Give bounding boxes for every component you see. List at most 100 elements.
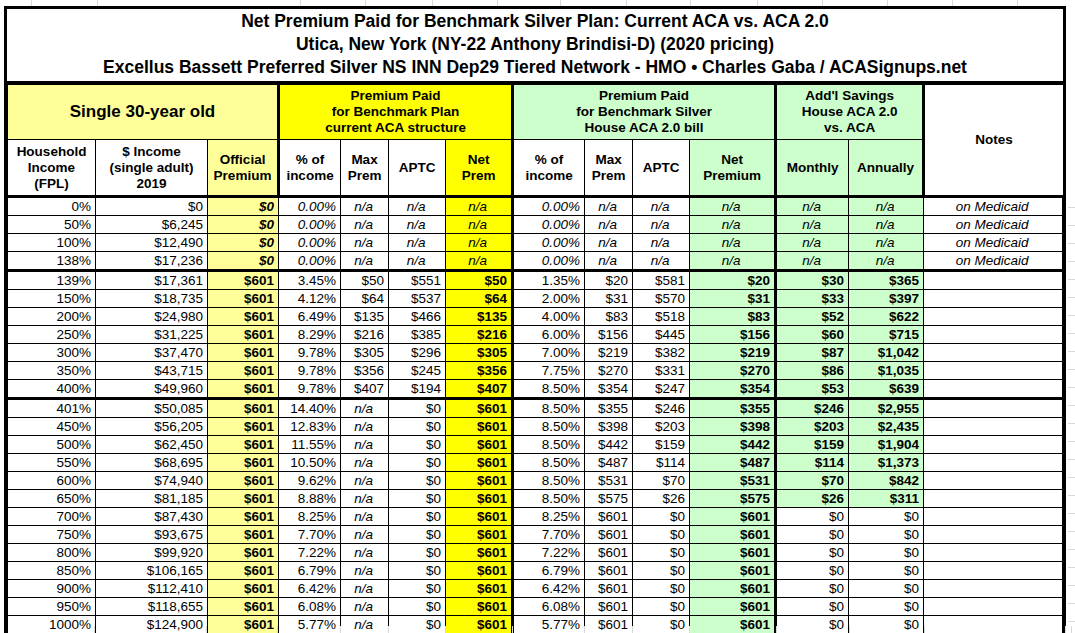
cell-savings-monthly[interactable]: $0 — [776, 508, 849, 526]
cell-aca2-net-premium[interactable]: $601 — [690, 526, 776, 544]
cell-official-premium[interactable]: $601 — [208, 271, 279, 290]
cell-aca2-aptc[interactable]: $0 — [633, 616, 690, 633]
cell-aca-net-prem[interactable]: $64 — [446, 290, 513, 308]
cell-notes[interactable] — [924, 399, 1064, 418]
cell-aca-net-prem[interactable]: $356 — [446, 362, 513, 380]
cell-notes[interactable] — [924, 326, 1064, 344]
cell-fpl[interactable]: 500% — [8, 436, 96, 454]
cell-aca2-pct-income[interactable]: 6.08% — [513, 598, 585, 616]
cell-savings-annually[interactable]: $842 — [849, 472, 924, 490]
cell-aca-aptc[interactable]: $551 — [389, 271, 446, 290]
cell-aca-net-prem[interactable]: $216 — [446, 326, 513, 344]
cell-income[interactable]: $24,980 — [96, 308, 208, 326]
cell-fpl[interactable]: 401% — [8, 399, 96, 418]
cell-aca-max-prem[interactable]: n/a — [341, 616, 389, 633]
cell-fpl[interactable]: 250% — [8, 326, 96, 344]
cell-aca2-pct-income[interactable]: 2.00% — [513, 290, 585, 308]
cell-aca2-aptc[interactable]: $570 — [633, 290, 690, 308]
cell-fpl[interactable]: 700% — [8, 508, 96, 526]
cell-aca-pct-income[interactable]: 11.55% — [279, 436, 341, 454]
cell-savings-monthly[interactable]: $246 — [776, 399, 849, 418]
cell-aca-pct-income[interactable]: 9.78% — [279, 380, 341, 399]
cell-savings-monthly[interactable]: $30 — [776, 271, 849, 290]
cell-income[interactable]: $17,236 — [96, 252, 208, 271]
cell-aca-aptc[interactable]: $245 — [389, 362, 446, 380]
cell-income[interactable]: $112,410 — [96, 580, 208, 598]
cell-aca2-net-premium[interactable]: $398 — [690, 418, 776, 436]
cell-aca2-pct-income[interactable]: 7.75% — [513, 362, 585, 380]
cell-notes[interactable] — [924, 472, 1064, 490]
cell-fpl[interactable]: 150% — [8, 290, 96, 308]
cell-income[interactable]: $6,245 — [96, 216, 208, 234]
cell-aca2-max-prem[interactable]: n/a — [585, 216, 633, 234]
cell-income[interactable]: $18,735 — [96, 290, 208, 308]
cell-aca-net-prem[interactable]: $601 — [446, 472, 513, 490]
cell-aca2-aptc[interactable]: $518 — [633, 308, 690, 326]
cell-aca-pct-income[interactable]: 8.88% — [279, 490, 341, 508]
cell-aca2-net-premium[interactable]: $601 — [690, 598, 776, 616]
cell-income[interactable]: $99,920 — [96, 544, 208, 562]
cell-savings-monthly[interactable]: n/a — [776, 197, 849, 216]
cell-aca-max-prem[interactable]: n/a — [341, 399, 389, 418]
cell-aca-net-prem[interactable]: $601 — [446, 580, 513, 598]
cell-notes[interactable] — [924, 580, 1064, 598]
cell-aca2-aptc[interactable]: n/a — [633, 252, 690, 271]
cell-savings-annually[interactable]: $2,435 — [849, 418, 924, 436]
cell-aca2-net-premium[interactable]: $354 — [690, 380, 776, 399]
cell-official-premium[interactable]: $601 — [208, 418, 279, 436]
cell-aca-net-prem[interactable]: $601 — [446, 454, 513, 472]
cell-fpl[interactable]: 950% — [8, 598, 96, 616]
cell-income[interactable]: $12,490 — [96, 234, 208, 252]
cell-aca2-aptc[interactable]: $247 — [633, 380, 690, 399]
cell-income[interactable]: $74,940 — [96, 472, 208, 490]
cell-savings-annually[interactable]: $1,904 — [849, 436, 924, 454]
cell-aca2-aptc[interactable]: $246 — [633, 399, 690, 418]
cell-fpl[interactable]: 450% — [8, 418, 96, 436]
cell-aca2-net-premium[interactable]: $601 — [690, 508, 776, 526]
cell-aca2-net-premium[interactable]: $31 — [690, 290, 776, 308]
cell-aca2-aptc[interactable]: $0 — [633, 562, 690, 580]
cell-aca2-aptc[interactable]: $581 — [633, 271, 690, 290]
cell-aca-net-prem[interactable]: n/a — [446, 234, 513, 252]
cell-aca-net-prem[interactable]: $601 — [446, 418, 513, 436]
cell-aca2-pct-income[interactable]: 0.00% — [513, 216, 585, 234]
cell-notes[interactable] — [924, 362, 1064, 380]
cell-notes[interactable] — [924, 544, 1064, 562]
cell-aca-aptc[interactable]: $0 — [389, 544, 446, 562]
cell-aca-pct-income[interactable]: 5.77% — [279, 616, 341, 633]
cell-income[interactable]: $37,470 — [96, 344, 208, 362]
cell-official-premium[interactable]: $601 — [208, 580, 279, 598]
cell-aca-max-prem[interactable]: n/a — [341, 508, 389, 526]
cell-aca-aptc[interactable]: $0 — [389, 418, 446, 436]
cell-aca2-max-prem[interactable]: $601 — [585, 598, 633, 616]
cell-aca2-aptc[interactable]: $0 — [633, 544, 690, 562]
cell-aca-aptc[interactable]: $0 — [389, 616, 446, 633]
cell-aca2-net-premium[interactable]: $575 — [690, 490, 776, 508]
cell-aca2-aptc[interactable]: $0 — [633, 526, 690, 544]
cell-notes[interactable] — [924, 436, 1064, 454]
cell-savings-monthly[interactable]: $87 — [776, 344, 849, 362]
cell-notes[interactable] — [924, 380, 1064, 399]
cell-aca-net-prem[interactable]: n/a — [446, 197, 513, 216]
cell-aca2-aptc[interactable]: n/a — [633, 234, 690, 252]
cell-aca2-pct-income[interactable]: 0.00% — [513, 252, 585, 271]
cell-aca-aptc[interactable]: $466 — [389, 308, 446, 326]
cell-fpl[interactable]: 350% — [8, 362, 96, 380]
cell-notes[interactable] — [924, 490, 1064, 508]
cell-income[interactable]: $56,205 — [96, 418, 208, 436]
cell-savings-monthly[interactable]: $203 — [776, 418, 849, 436]
cell-aca2-aptc[interactable]: $382 — [633, 344, 690, 362]
cell-savings-annually[interactable]: $0 — [849, 562, 924, 580]
cell-savings-monthly[interactable]: $0 — [776, 580, 849, 598]
cell-savings-monthly[interactable]: n/a — [776, 252, 849, 271]
cell-fpl[interactable]: 650% — [8, 490, 96, 508]
cell-aca-aptc[interactable]: $537 — [389, 290, 446, 308]
cell-aca2-net-premium[interactable]: $270 — [690, 362, 776, 380]
cell-aca2-net-premium[interactable]: $156 — [690, 326, 776, 344]
cell-fpl[interactable]: 750% — [8, 526, 96, 544]
cell-official-premium[interactable]: $0 — [208, 197, 279, 216]
cell-notes[interactable] — [924, 562, 1064, 580]
cell-aca-net-prem[interactable]: n/a — [446, 252, 513, 271]
cell-income[interactable]: $106,165 — [96, 562, 208, 580]
cell-income[interactable]: $87,430 — [96, 508, 208, 526]
